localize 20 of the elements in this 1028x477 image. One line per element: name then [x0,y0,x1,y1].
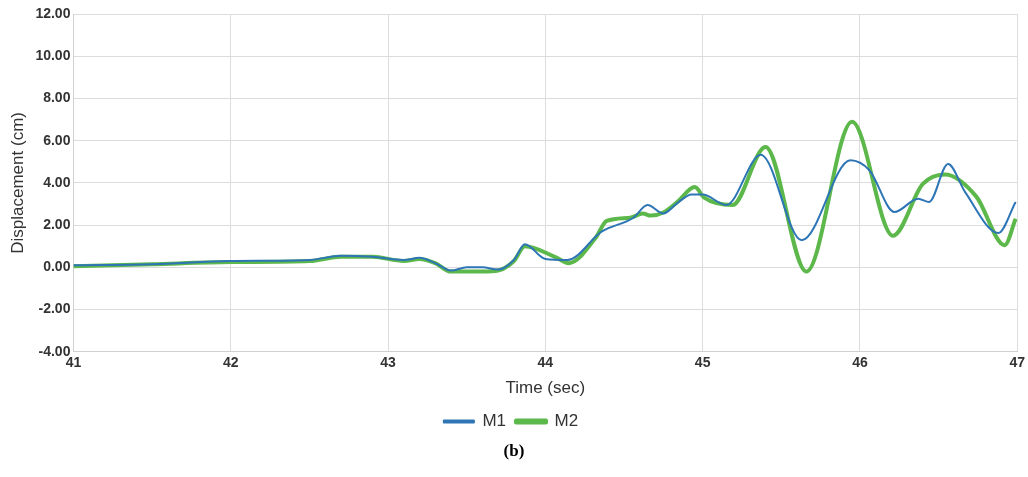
y-tick-label: 10.00 [35,47,71,64]
y-tick-label: -2.00 [38,300,71,317]
y-tick-label: 6.00 [43,131,71,148]
x-tick-label: 42 [222,354,239,371]
y-tick-label: 0.00 [43,258,71,275]
x-tick-label: 47 [1009,354,1026,371]
x-tick-label: 44 [537,354,554,371]
x-tick-label: 45 [694,354,711,371]
legend-label: M2 [554,411,579,431]
y-tick-label: 2.00 [43,215,71,232]
y-tick-label: 4.00 [43,173,71,190]
x-tick-label: 46 [852,354,868,371]
text: (b) [502,441,526,461]
y-tick-label: 8.00 [43,89,71,106]
y-axis-title: Displacement (cm) [7,112,27,254]
legend-label: M1 [482,411,507,431]
y-tick-label: 12.00 [35,4,71,21]
x-tick-label: 43 [380,354,397,371]
x-axis-title: Time (sec) [505,378,586,398]
line-series [73,153,1017,272]
